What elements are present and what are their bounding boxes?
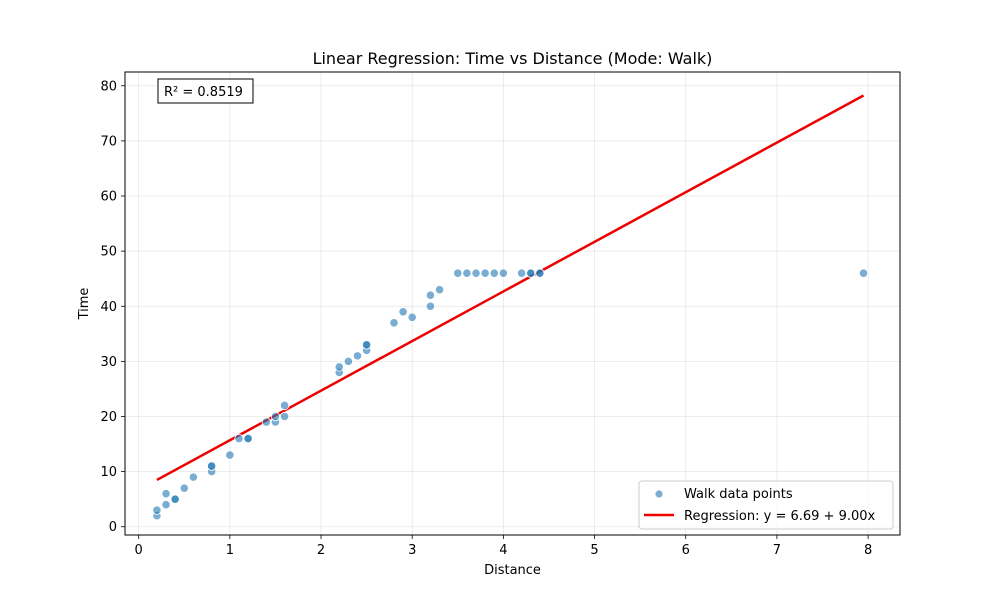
data-point [152,505,162,515]
data-point [489,268,499,278]
data-point [261,417,271,427]
data-point [352,351,363,361]
data-point [270,411,281,422]
data-point [170,494,180,504]
data-point [234,433,244,444]
x-tick-label: 0 [135,543,143,558]
chart-title: Linear Regression: Time vs Distance (Mod… [313,49,713,68]
data-point [279,400,290,411]
data-point [526,268,536,278]
x-tick-label: 7 [773,543,781,558]
data-point [407,312,417,322]
data-point [279,411,290,422]
data-point [243,433,253,444]
x-tick-label: 5 [590,543,598,558]
y-tick-label: 60 [100,190,117,205]
legend-scatter-marker [654,489,664,499]
x-tick-label: 2 [317,543,325,558]
y-tick-label: 40 [100,300,117,315]
data-point [498,268,508,278]
y-tick-label: 70 [100,134,117,149]
y-tick-label: 0 [109,520,117,535]
data-point [425,301,436,311]
y-axis-label: Time [77,288,92,321]
data-point [389,318,399,328]
data-point [225,450,235,460]
data-point [188,472,198,482]
data-point [343,356,353,366]
x-axis-ticks: 0 1 2 3 4 5 6 7 8 [135,535,872,558]
data-point [462,268,472,278]
data-point [858,268,869,278]
legend-box [638,480,894,530]
x-tick-label: 3 [408,543,416,558]
data-point [179,483,189,493]
r-squared-text: R² = 0.8519 [164,85,243,100]
x-tick-label: 6 [682,543,690,558]
y-tick-label: 30 [100,355,117,370]
y-tick-label: 10 [100,465,117,480]
y-tick-label: 80 [100,79,117,94]
data-point [517,268,527,278]
data-point [334,362,344,372]
data-point [398,307,408,317]
data-point [535,268,545,278]
legend: Walk data points Regression: y = 6.69 + … [638,480,894,530]
r-squared-annotation: R² = 0.8519 [157,78,254,104]
y-axis-ticks: 0 10 20 30 40 50 60 70 80 [100,79,125,535]
data-point [207,461,217,471]
scatter-points [152,268,869,521]
annotation-box [157,78,254,104]
data-point [161,500,171,510]
data-point [425,290,436,300]
y-tick-label: 20 [100,410,117,425]
y-tick-label: 50 [100,245,117,260]
data-point [480,268,490,278]
x-tick-label: 1 [226,543,234,558]
data-point [161,489,171,499]
plot-frame [124,71,901,536]
legend-label-scatter: Walk data points [684,487,793,502]
data-point [453,268,463,278]
legend-label-regression: Regression: y = 6.69 + 9.00x [684,509,876,524]
data-point [362,340,372,350]
x-axis-label: Distance [484,563,541,578]
data-point [471,268,481,278]
data-point [434,285,445,295]
x-tick-label: 8 [864,543,872,558]
x-tick-label: 4 [499,543,507,558]
